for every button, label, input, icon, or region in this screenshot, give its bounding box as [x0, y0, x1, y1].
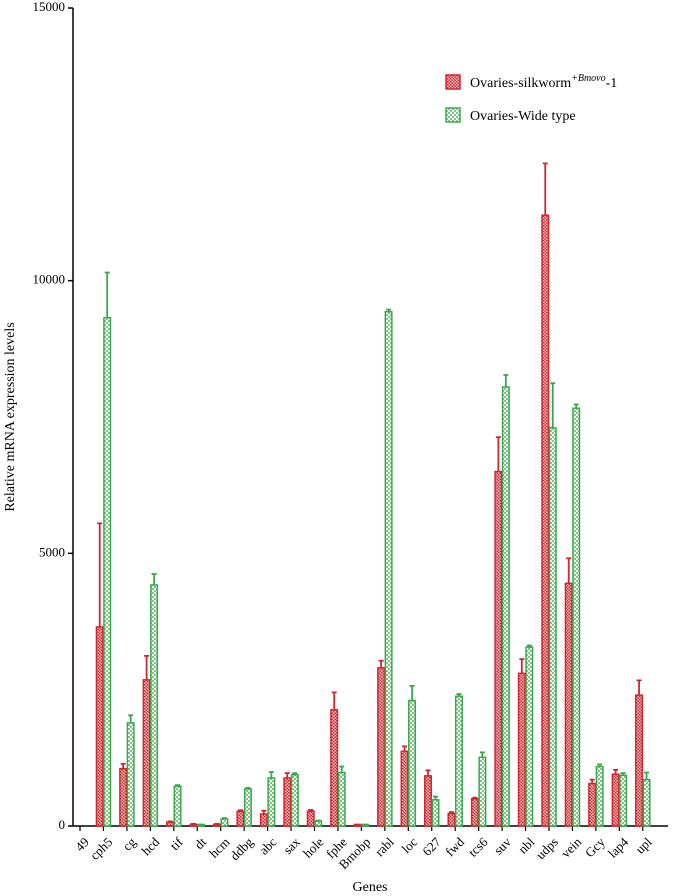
bar-silkworm: [564, 582, 573, 827]
bar-silkworm: [447, 812, 456, 827]
bar-silkworm: [517, 672, 526, 827]
bar-wide-type: [220, 818, 229, 827]
x-tick-label: cg: [120, 834, 140, 854]
legend: Ovaries-silkworm+Bmovo-1 Ovaries-Wide ty…: [445, 73, 617, 124]
y-tick-label: 10000: [33, 272, 66, 287]
bar-wide-type: [619, 774, 628, 827]
x-tick-label: udps: [533, 834, 561, 862]
bar-silkworm: [400, 750, 409, 827]
bar-silkworm: [283, 777, 292, 827]
bar-wide-type: [595, 765, 604, 827]
y-ticks: 0 5000 10000 15000: [33, 0, 73, 832]
bar-silkworm: [470, 797, 479, 827]
bar-wide-type: [454, 695, 463, 827]
bar-wide-type: [525, 646, 534, 827]
bar-silkworm: [424, 775, 432, 827]
bar-wide-type: [314, 820, 323, 827]
x-tick-label: lap4: [605, 834, 632, 861]
x-tick-label: hole: [300, 834, 327, 861]
y-tick-label: 0: [59, 817, 66, 832]
x-tick-label: fwd: [442, 834, 467, 859]
x-tick-label: upl: [632, 834, 655, 857]
bar-wide-type: [243, 788, 252, 827]
y-tick-label: 15000: [33, 0, 66, 14]
bar-silkworm: [119, 767, 128, 827]
bar-wide-type: [384, 311, 393, 827]
bar-wide-type: [103, 316, 112, 827]
legend-label-silkworm-suffix: -1: [606, 76, 618, 91]
x-tick-label: abc: [256, 834, 280, 858]
legend-label-silkworm-main: Ovaries-silkworm: [470, 76, 571, 91]
bar-wide-type: [337, 771, 346, 827]
legend-swatch-silkworm: [445, 74, 461, 90]
bar-wide-type: [126, 722, 135, 827]
x-tick-label: tcs6: [465, 834, 491, 860]
x-tick-label: cph5: [87, 834, 115, 862]
bar-silkworm: [166, 821, 175, 827]
bar-wide-type: [290, 773, 299, 827]
x-tick-label: loc: [398, 834, 420, 856]
bar-silkworm: [306, 810, 315, 827]
bar-wide-type: [173, 785, 182, 827]
bar-silkworm: [541, 214, 550, 827]
x-tick-label: vein: [558, 834, 585, 861]
bar-silkworm: [330, 709, 339, 827]
bar-silkworm: [588, 782, 597, 827]
bars: [95, 162, 651, 827]
x-tick-label: 627: [419, 834, 444, 859]
bar-wide-type: [501, 386, 510, 827]
bar-silkworm: [142, 679, 151, 827]
x-tick-label: rabl: [372, 834, 397, 859]
legend-swatch-wide-type: [445, 107, 461, 123]
bar-wide-type: [150, 584, 159, 827]
bar-wide-type: [548, 427, 557, 827]
bar-silkworm: [95, 626, 104, 827]
bar-wide-type: [572, 407, 581, 827]
x-axis-title: Genes: [353, 880, 388, 895]
x-tick-label: sax: [280, 834, 303, 857]
bar-silkworm: [236, 810, 245, 827]
bar-silkworm: [259, 813, 268, 827]
y-tick-label: 5000: [39, 544, 65, 559]
x-tick-label: Gcy: [582, 834, 608, 860]
x-tick-label: hcd: [138, 834, 162, 858]
legend-label-silkworm-sup: +Bmovo: [571, 73, 606, 84]
bar-silkworm: [635, 694, 644, 827]
bar-wide-type: [642, 778, 651, 827]
x-tick-label: hcm: [206, 834, 232, 860]
bar-silkworm: [611, 773, 620, 827]
x-tick-label: ddbg: [227, 834, 256, 863]
bar-wide-type: [408, 699, 417, 827]
x-tick-label: tif: [167, 834, 186, 853]
bar-wide-type: [267, 777, 276, 827]
bar-wide-type: [431, 799, 440, 827]
bar-silkworm: [377, 667, 386, 827]
legend-label-silkworm: Ovaries-silkworm+Bmovo-1: [470, 73, 617, 91]
bar-wide-type: [478, 756, 487, 827]
bar-silkworm: [494, 470, 503, 827]
y-axis-title: Relative mRNA expression levels: [3, 322, 18, 511]
legend-label-wide-type: Ovaries-Wide type: [470, 109, 576, 124]
x-tick-label: suv: [491, 834, 515, 858]
